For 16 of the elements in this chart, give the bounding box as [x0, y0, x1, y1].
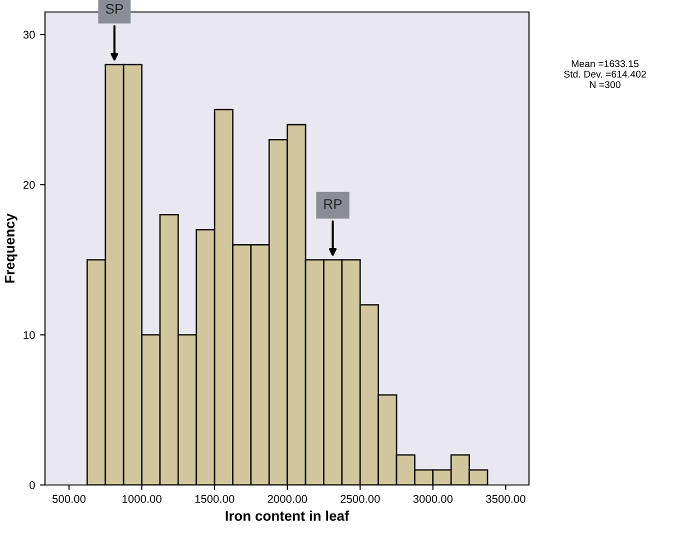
x-tick-label: 1500.00 — [195, 495, 234, 503]
y-tick-label: 20 — [23, 180, 35, 189]
annotation: SP — [106, 4, 123, 14]
y-axis-title: Frequency — [4, 213, 18, 283]
x-tick-label: 3000.00 — [413, 495, 453, 503]
x-tick-label: 2000.00 — [268, 495, 308, 503]
text: Mean =1633.15 Std. Dev. =614.402 N =300 — [564, 60, 646, 88]
x-tick-label: 1000.00 — [122, 495, 162, 503]
x-tick-label: 500.00 — [52, 495, 86, 503]
x-tick-label: 2500.00 — [340, 495, 380, 503]
annotation: RP — [324, 199, 342, 209]
y-tick-label: 0 — [30, 481, 35, 490]
x-axis-title: Iron content in leaf — [226, 510, 350, 521]
x-tick-label: 3500.00 — [486, 495, 526, 503]
y-tick-label: 30 — [23, 30, 35, 39]
y-tick-label: 10 — [24, 331, 35, 339]
